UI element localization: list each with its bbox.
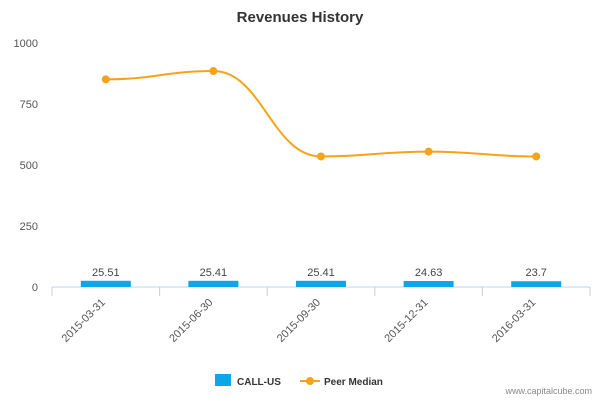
legend-label-peer-median: Peer Median	[324, 377, 383, 388]
legend: CALL-US Peer Median	[215, 374, 383, 388]
peer-median-point	[317, 152, 325, 161]
peer-median-point	[424, 147, 433, 156]
legend-marker-peer-median	[306, 377, 314, 385]
bar-call-us	[403, 280, 454, 287]
bar-data-label: 25.41	[200, 267, 228, 279]
legend-swatch-call-us	[215, 374, 231, 386]
bar-data-label: 24.63	[415, 267, 443, 279]
y-tick-label: 750	[20, 99, 38, 111]
y-tick-label: 500	[20, 160, 38, 172]
x-axis: 2015-03-31 2015-06-30 2015-09-30 2015-12-31…	[51, 286, 591, 345]
peer-median-line	[105, 70, 537, 158]
x-tick-label: 2015-09-30	[275, 297, 323, 345]
legend-label-call-us: CALL-US	[237, 377, 281, 388]
bar-call-us	[188, 280, 239, 287]
bar-data-label: 25.51	[92, 267, 120, 279]
y-axis-labels: 0 250 500 750 1000	[14, 38, 38, 294]
watermark: www.capitalcube.com	[504, 386, 592, 396]
bar-call-us	[80, 280, 131, 287]
chart-title: Revenues History	[237, 9, 364, 26]
line-series-peer-median	[101, 67, 541, 161]
bar-call-us	[296, 280, 346, 287]
x-tick-label: 2016-03-31	[490, 297, 538, 345]
bar-data-label: 23.7	[525, 267, 546, 279]
x-tick-label: 2015-06-30	[167, 297, 215, 345]
bar-data-label: 25.41	[307, 267, 335, 279]
peer-median-point	[532, 152, 541, 161]
bar-data-labels: 25.51 25.41 25.41 24.63 23.7	[92, 267, 547, 279]
y-tick-label: 0	[32, 282, 38, 294]
peer-median-point	[101, 75, 110, 84]
bar-series-call-us	[80, 280, 562, 287]
peer-median-point	[209, 67, 218, 76]
y-tick-label: 250	[20, 221, 38, 233]
x-tick-label: 2015-12-31	[382, 297, 430, 345]
y-tick-label: 1000	[14, 38, 38, 50]
bar-call-us	[511, 281, 562, 287]
x-tick-label: 2015-03-31	[60, 297, 108, 345]
